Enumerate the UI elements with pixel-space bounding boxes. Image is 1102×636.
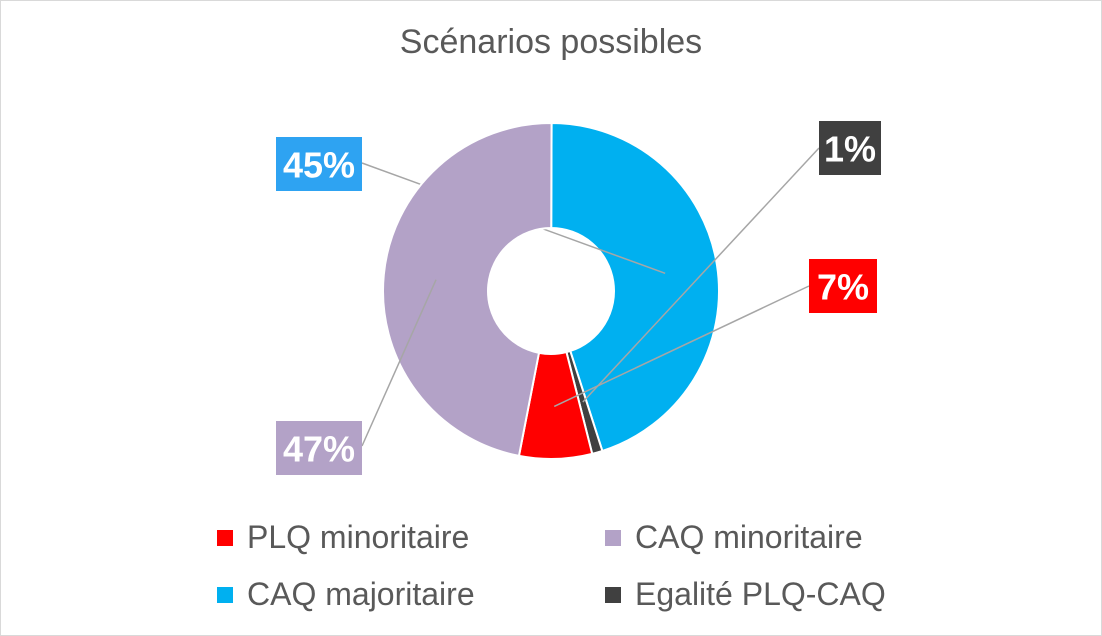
slice-caq-majoritaire [550, 121, 720, 453]
data-label-box-caq-majoritaire [276, 137, 362, 191]
leader-line-egalite-plq-caq [582, 147, 820, 403]
data-label-egalite-plq-caq: 1% [824, 129, 876, 170]
chart-title: Scénarios possibles [399, 23, 703, 61]
data-label-caq-minoritaire: 47% [283, 429, 355, 470]
leader-line-caq-minoritaire [361, 279, 437, 447]
data-label-box-caq-minoritaire [276, 421, 362, 475]
data-label-box-plq-minoritaire [809, 259, 877, 313]
leader-line-plq-minoritaire [553, 285, 810, 408]
data-label-caq-majoritaire: 45% [283, 145, 355, 186]
slice-caq-minoritaire [382, 122, 553, 458]
data-label-box-egalite-plq-caq [819, 121, 881, 175]
data-label-plq-minoritaire: 7% [817, 267, 869, 308]
